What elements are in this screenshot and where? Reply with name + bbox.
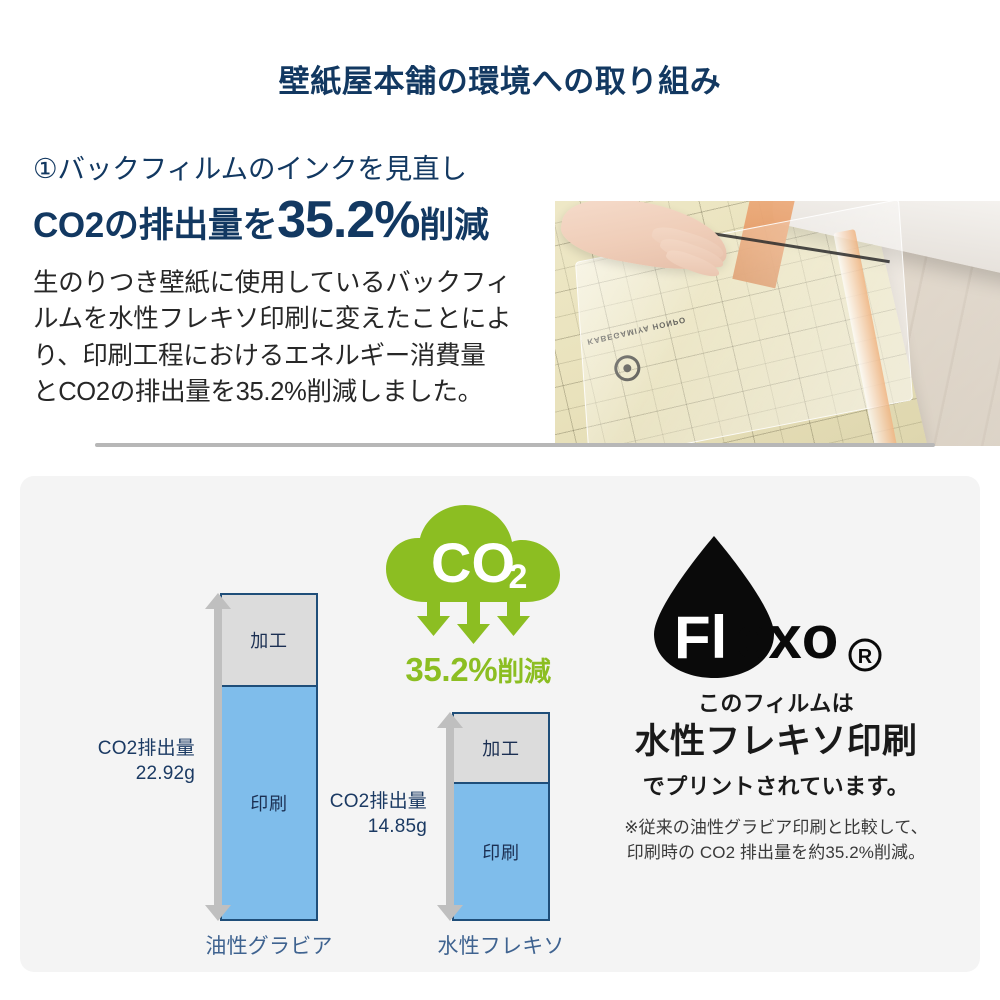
emission-label-title: CO2排出量 [329,791,427,812]
arrow-head-up-icon [205,593,231,609]
co2-reduction-suffix: 削減 [497,657,551,687]
flexo-footnote: ※従来の油性グラビア印刷と比較して、 印刷時の CO2 排出量を約35.2%削減… [592,815,960,867]
bar-oil-gravure: 加工 印刷 [220,593,318,921]
body-line: ルムを水性フレキソ印刷に変えたことによ [33,305,512,334]
svg-text:R: R [858,646,873,668]
bar-segment-label: 印刷 [482,842,520,863]
intro-body-copy: 生のりつき壁紙に使用しているバックフィ ルムを水性フレキソ印刷に変えたことによ … [33,265,548,410]
svg-text:exo: exo [735,604,838,671]
body-line: とCO2の排出量を35.2%削減しました。 [33,377,483,406]
emission-label-title: CO2排出量 [97,738,195,759]
co2-reduction-value: 35.2% [405,651,498,688]
axis-label-oil-gravure: 油性グラビア [205,935,333,958]
headline-value: 35.2% [277,191,420,250]
bar-segment-label: 加工 [250,631,288,651]
bar-segment-printing: 印刷 [222,687,316,919]
chart-baseline [95,443,935,447]
bar-segment-printing: 印刷 [454,784,548,919]
body-line: 生のりつき壁紙に使用しているバックフィ [33,269,511,298]
axis-label-water-flexo: 水性フレキソ [437,935,565,958]
flexo-sub-heading-top: このフィルムは [697,691,855,716]
bar-segment-label: 加工 [482,739,520,759]
arrow-head-down-icon [205,905,231,921]
flexo-droplet-logo: Fl exo R [592,530,960,682]
flexo-footnote-line: ※従来の油性グラビア印刷と比較して、 [624,817,928,837]
arrow-head-down-icon [437,905,463,921]
emission-label-value: 22.92g [135,763,195,785]
arrow-shaft [214,603,222,911]
co2-reduction-badge: CO 2 35.2%削減 [372,498,584,689]
page-title: 壁紙屋本舗の環境への取り組み [278,64,722,99]
arrow-head-up-icon [437,712,463,728]
intro-lead-line: ①バックフィルムのインクを見直し [33,153,467,184]
emission-label-oil-gravure: CO2排出量 22.92g [40,736,195,786]
headline-suffix: 削減 [419,206,489,246]
svg-text:CO: CO [431,531,515,594]
co2-reduction-text: 35.2%削減 [372,650,584,689]
emission-label-value: 14.85g [367,816,427,838]
flexo-sub-heading-bottom: でプリントされています。 [642,773,910,799]
bar-segment-processing: 加工 [222,595,316,687]
dimension-arrow-oil-gravure [205,593,231,921]
bar-water-flexo: 加工 印刷 [452,712,550,921]
backing-film-photo: KABEGAMIYA HONPO [555,201,1000,446]
svg-text:2: 2 [509,558,528,596]
flexo-main-heading: 水性フレキソ印刷 [634,722,918,761]
bar-segment-label: 印刷 [250,794,288,814]
bar-segment-processing: 加工 [454,714,548,784]
svg-text:Fl: Fl [674,604,727,671]
flexo-info-block: Fl exo R このフィルムは 水性フレキソ印刷 でプリントされています。 ※… [592,530,960,866]
flexo-footnote-line: 印刷時の CO2 排出量を約35.2%削減。 [626,843,926,863]
body-line: り、印刷工程におけるエネルギー消費量 [33,341,486,370]
dimension-arrow-water-flexo [437,712,463,921]
emission-label-water-flexo: CO2排出量 14.85g [272,789,427,839]
intro-copy-block: ①バックフィルムのインクを見直し CO2の排出量を 35.2% 削減 生のりつき… [33,152,543,410]
intro-headline: CO2の排出量を 35.2% 削減 [33,191,543,250]
co2-cloud-icon: CO 2 [372,498,584,648]
arrow-shaft [446,722,454,911]
headline-prefix: CO2の排出量を [33,206,278,246]
